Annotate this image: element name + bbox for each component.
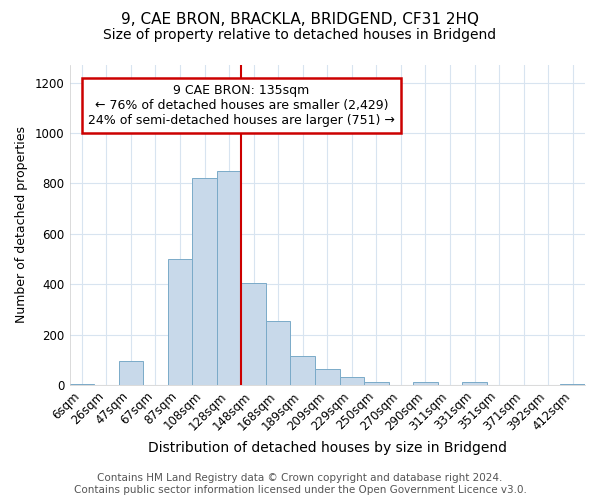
- Bar: [70, 384, 94, 385]
- Text: Contains HM Land Registry data © Crown copyright and database right 2024.
Contai: Contains HM Land Registry data © Crown c…: [74, 474, 526, 495]
- Text: 9 CAE BRON: 135sqm
← 76% of detached houses are smaller (2,429)
24% of semi-deta: 9 CAE BRON: 135sqm ← 76% of detached hou…: [88, 84, 395, 127]
- Bar: [266, 320, 290, 385]
- Text: Size of property relative to detached houses in Bridgend: Size of property relative to detached ho…: [103, 28, 497, 42]
- Bar: [364, 382, 389, 385]
- Bar: [413, 382, 438, 385]
- Bar: [315, 368, 340, 385]
- Bar: [168, 259, 192, 385]
- Bar: [462, 382, 487, 385]
- Y-axis label: Number of detached properties: Number of detached properties: [15, 126, 28, 324]
- Bar: [290, 356, 315, 385]
- Bar: [340, 378, 364, 385]
- Bar: [241, 283, 266, 385]
- Text: 9, CAE BRON, BRACKLA, BRIDGEND, CF31 2HQ: 9, CAE BRON, BRACKLA, BRIDGEND, CF31 2HQ: [121, 12, 479, 28]
- Bar: [192, 178, 217, 385]
- Bar: [119, 361, 143, 385]
- Bar: [560, 384, 585, 385]
- X-axis label: Distribution of detached houses by size in Bridgend: Distribution of detached houses by size …: [148, 441, 507, 455]
- Bar: [217, 171, 241, 385]
